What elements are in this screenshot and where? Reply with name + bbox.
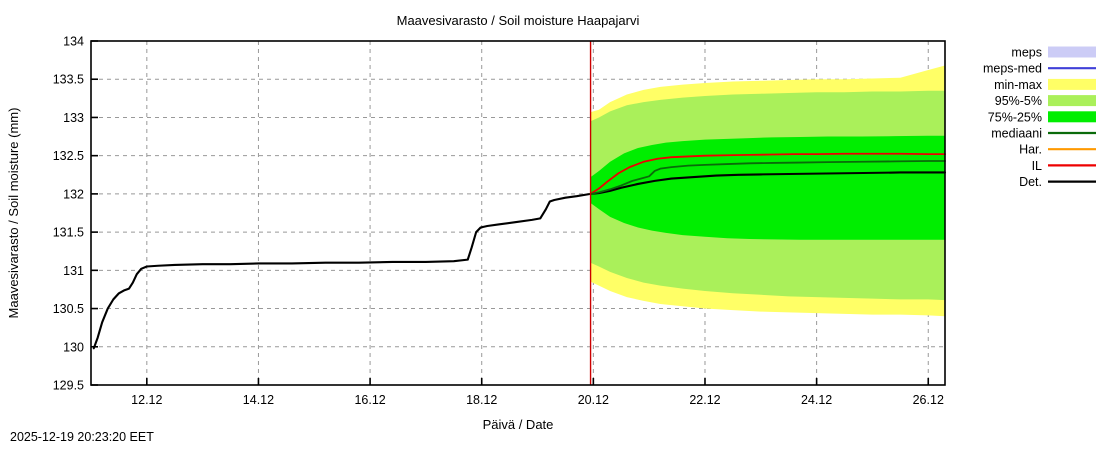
data-series	[92, 152, 947, 350]
y-axis: 129.5 130 130.5 131 131.5 132 132.5 133 133.5 134	[53, 35, 98, 393]
y-axis-label: Maavesivarasto / Soil moisture (mm)	[6, 108, 21, 319]
chart-title: Maavesivarasto / Soil moisture Haapajarv…	[397, 13, 640, 28]
legend-label-mediaani: mediaani	[991, 127, 1042, 141]
y-axis-tick-label: 134	[63, 35, 84, 49]
x-axis: 12.12 14.12 16.12 18.12 20.12 22.12 24.12 26.12	[131, 378, 944, 407]
legend-label-har: Har.	[1019, 143, 1042, 157]
series-line-mediaani	[589, 160, 946, 195]
x-axis-tick-label: 18.12	[466, 393, 497, 407]
legend-swatch-min-max	[1048, 78, 1096, 90]
timestamp-label: 2025-12-19 20:23:20 EET	[10, 430, 154, 444]
x-axis-tick-label: 16.12	[354, 393, 385, 407]
y-axis-tick-label: 132.5	[53, 149, 84, 163]
y-axis-tick-label: 131	[63, 264, 84, 278]
band-75-25	[590, 135, 945, 240]
legend-label-meps-med: meps-med	[983, 62, 1042, 76]
x-axis-tick-label: 22.12	[689, 393, 720, 407]
legend-label-il: IL	[1032, 159, 1042, 173]
x-axis-tick-label: 12.12	[131, 393, 162, 407]
x-axis-tick-label: 26.12	[913, 393, 944, 407]
y-axis-tick-label: 133.5	[53, 73, 84, 87]
legend-label-75-25: 75%-25%	[988, 110, 1042, 124]
y-axis-tick-label: 130.5	[53, 302, 84, 316]
y-axis-tick-label: 129.5	[53, 379, 84, 393]
series-line-det	[92, 192, 592, 350]
plot-frame	[90, 40, 946, 386]
forecast-bands	[590, 65, 945, 317]
x-axis-tick-label: 24.12	[801, 393, 832, 407]
legend-label-min-max: min-max	[994, 78, 1043, 92]
x-axis-label: Päivä / Date	[483, 417, 554, 432]
legend-swatch-75-25	[1048, 111, 1096, 123]
y-axis-tick-label: 133	[63, 111, 84, 125]
chart-legend: meps meps-med min-max 95%-5% 75%-25% mediaani…	[983, 46, 1096, 189]
legend-label-meps: meps	[1011, 46, 1042, 60]
y-axis-tick-label: 132	[63, 187, 84, 201]
legend-swatch-meps	[1048, 46, 1096, 58]
series-line-il	[589, 152, 946, 195]
x-axis-tick-label: 20.12	[578, 393, 609, 407]
y-axis-tick-label: 131.5	[53, 226, 84, 240]
series-line-det-forecast	[589, 171, 947, 195]
legend-label-95-5: 95%-5%	[995, 94, 1042, 108]
y-axis-tick-label: 130	[63, 340, 84, 354]
legend-swatch-95-5	[1048, 95, 1096, 107]
legend-label-det: Det.	[1019, 175, 1042, 189]
x-axis-tick-label: 14.12	[243, 393, 274, 407]
